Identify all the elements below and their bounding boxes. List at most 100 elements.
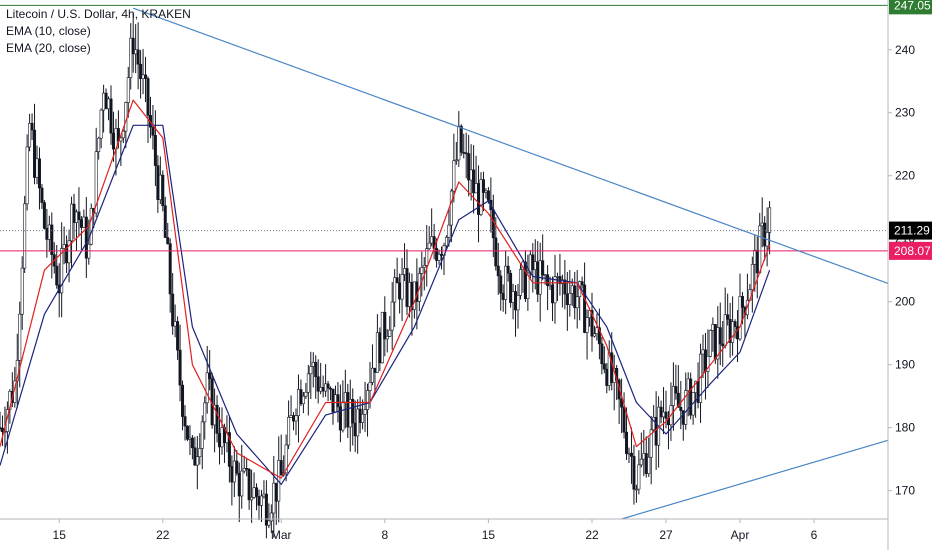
candle-body-64 — [156, 165, 160, 200]
time-tick-label-7: Apr — [731, 528, 750, 542]
price-tag-bg-211.29 — [889, 221, 932, 240]
candle-body-245 — [602, 363, 606, 370]
time-tick-label-6: 27 — [659, 528, 673, 542]
candle-body-81 — [198, 448, 202, 458]
ema10-legend[interactable]: EMA (10, close) — [6, 24, 91, 38]
candle-body-10 — [23, 203, 27, 269]
candle-body-137 — [336, 394, 340, 408]
candle-body-45 — [109, 98, 113, 134]
candle-body-79 — [193, 447, 197, 466]
candle-body-238 — [585, 317, 589, 333]
candle-body-253 — [622, 406, 626, 433]
candle-body-67 — [163, 205, 167, 238]
candle-body-25 — [60, 248, 64, 294]
candle-body-29 — [70, 203, 74, 242]
candle-body-28 — [67, 240, 71, 264]
candle-body-285 — [701, 349, 705, 355]
ema20-line — [0, 124, 771, 485]
candle-body-181 — [444, 236, 448, 247]
candle-body-237 — [583, 284, 587, 333]
candle-body-108 — [264, 493, 268, 526]
candle-body-273 — [671, 386, 675, 406]
candle-body-248 — [610, 352, 614, 383]
candle-body-221 — [543, 274, 547, 277]
candle-body-145 — [356, 408, 360, 437]
price-axis[interactable]: 170180190200210220230240 — [888, 43, 915, 498]
candle-body-122 — [299, 389, 303, 405]
trendline-0[interactable] — [132, 7, 889, 284]
candle-body-126 — [309, 366, 313, 375]
candle-body-37 — [89, 208, 93, 245]
candle-body-12 — [28, 122, 32, 148]
candle-body-8 — [18, 313, 22, 361]
candle-body-276 — [679, 407, 683, 411]
candle-body-286 — [703, 349, 707, 372]
candle-body-278 — [684, 390, 688, 425]
candle-body-200 — [491, 209, 495, 239]
candle-body-80 — [195, 456, 199, 466]
time-axis[interactable]: 15 22 Mar 8 15 22 27 Apr 6 — [53, 519, 818, 542]
candle-body-73 — [178, 349, 182, 386]
candle-body-94 — [230, 466, 234, 483]
candle-body-84 — [205, 372, 209, 404]
price-tick-label-230: 230 — [895, 106, 915, 120]
candle-body-155 — [380, 311, 384, 364]
candle-body-141 — [346, 392, 350, 428]
candle-body-156 — [383, 311, 387, 340]
candle-body-31 — [74, 211, 78, 223]
candle-body-186 — [457, 125, 461, 161]
candle-body-93 — [227, 432, 231, 467]
ema-layer — [0, 99, 771, 485]
candle-body-143 — [351, 398, 355, 424]
candle-body-220 — [541, 260, 545, 276]
candle-body-18 — [42, 202, 46, 229]
candle-body-39 — [94, 151, 98, 214]
candle-body-96 — [235, 460, 239, 474]
candle-body-188 — [462, 152, 466, 154]
candle-body-165 — [405, 268, 409, 307]
candle-body-279 — [686, 378, 690, 391]
candle-body-255 — [627, 452, 631, 455]
price-tag-label-208.07: 208.07 — [894, 244, 931, 258]
candle-body-164 — [403, 268, 407, 275]
candle-body-65 — [158, 174, 162, 200]
candle-body-185 — [454, 159, 458, 162]
candle-body-150 — [368, 382, 372, 391]
candle-body-110 — [269, 512, 273, 522]
candle-body-114 — [279, 460, 283, 476]
candle-body-205 — [504, 265, 508, 300]
candle-body-107 — [262, 493, 266, 497]
candle-body-158 — [388, 329, 392, 337]
candle-body-301 — [740, 296, 744, 308]
candle-body-90 — [220, 427, 224, 448]
candle-body-77 — [188, 437, 192, 440]
candle-body-179 — [440, 253, 444, 256]
candle-body-211 — [518, 269, 522, 296]
price-tick-label-240: 240 — [895, 43, 915, 57]
candle-body-14 — [33, 129, 37, 178]
ema20-legend[interactable]: EMA (20, close) — [6, 41, 91, 55]
candle-body-275 — [676, 392, 680, 408]
candle-body-173 — [425, 248, 429, 266]
candle-body-171 — [420, 267, 424, 274]
candle-body-187 — [459, 125, 463, 153]
candle-body-214 — [526, 272, 530, 299]
symbol-title[interactable]: Litecoin / U.S. Dollar, 4h, KRAKEN — [6, 7, 191, 21]
candle-body-56 — [136, 49, 140, 65]
candle-body-127 — [311, 362, 315, 367]
candle-body-260 — [639, 458, 643, 466]
candle-body-109 — [267, 520, 271, 526]
candle-body-264 — [649, 429, 653, 458]
trendline-1[interactable] — [621, 439, 889, 520]
candle-body-246 — [605, 368, 609, 386]
candle-body-52 — [126, 77, 130, 103]
candle-body-201 — [494, 237, 498, 267]
candle-body-263 — [647, 456, 651, 474]
candle-body-40 — [97, 137, 101, 152]
candle-body-20 — [47, 224, 51, 240]
candle-body-97 — [237, 472, 241, 497]
candle-body-244 — [600, 343, 604, 365]
candle-body-85 — [208, 372, 212, 379]
candle-body-300 — [738, 296, 742, 340]
